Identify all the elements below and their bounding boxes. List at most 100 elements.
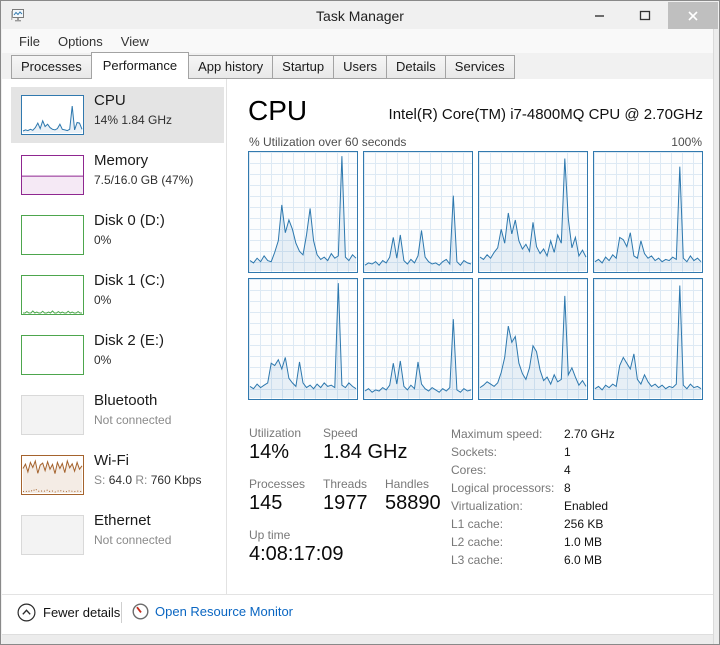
cpu-core-chart-3[interactable] — [593, 151, 703, 273]
sidebar-item-title: Disk 2 (E:) — [94, 332, 165, 349]
sidebar-item-title: Disk 0 (D:) — [94, 212, 165, 229]
uptime-value: 4:08:17:09 — [249, 543, 344, 565]
l1-cache-label: L1 cache: — [451, 517, 504, 531]
window-bottom-frame — [2, 634, 713, 644]
sidebar-item-subtitle: 7.5/16.0 GB (47%) — [94, 173, 194, 187]
sidebar-item-subtitle: Not connected — [94, 413, 172, 427]
sidebar-item-bluetooth[interactable]: Bluetooth Not connected — [11, 387, 224, 443]
sidebar-item-title: Ethernet — [94, 512, 151, 529]
threads-label: Threads — [323, 477, 368, 491]
sidebar-separator — [226, 79, 227, 594]
menu-bar: File Options View — [2, 29, 713, 53]
utilization-label: Utilization — [249, 426, 302, 440]
cpu-core-chart-1[interactable] — [363, 151, 473, 273]
sidebar-item-title: Memory — [94, 152, 149, 169]
cpu-core-chart-5[interactable] — [363, 278, 473, 400]
wifi-thumbnail-chart — [21, 455, 84, 495]
virtualization-value: Enabled — [564, 499, 609, 513]
cores-label: Cores: — [451, 463, 487, 477]
sockets-value: 1 — [564, 445, 571, 459]
sidebar-item-title: CPU — [94, 92, 126, 109]
handles-label: Handles — [385, 477, 430, 491]
threads-value: 1977 — [323, 492, 368, 514]
max-speed-label: Maximum speed: — [451, 427, 543, 441]
tab-app-history[interactable]: App history — [188, 55, 274, 79]
close-icon — [688, 10, 698, 21]
cpu-core-chart-2[interactable] — [478, 151, 588, 273]
logical-processors-value: 8 — [564, 481, 571, 495]
sidebar-item-cpu[interactable]: CPU 14% 1.84 GHz — [11, 87, 224, 143]
tab-strip: Processes Performance App history Startu… — [2, 52, 713, 79]
disk1-thumbnail-chart — [21, 275, 84, 315]
chart-caption: % Utilization over 60 seconds — [249, 135, 407, 149]
logical-processors-label: Logical processors: — [451, 481, 555, 495]
cpu-core-chart-6[interactable] — [478, 278, 588, 400]
sidebar-item-title: Wi-Fi — [94, 452, 129, 469]
minimize-button[interactable] — [576, 2, 622, 29]
l3-cache-label: L3 cache: — [451, 553, 504, 567]
speed-label: Speed — [323, 426, 358, 440]
menu-options[interactable]: Options — [57, 33, 103, 49]
menu-view[interactable]: View — [120, 33, 149, 49]
utilization-value: 14% — [249, 441, 290, 463]
sidebar-item-subtitle: Not connected — [94, 533, 172, 547]
sidebar-item-disk1[interactable]: Disk 1 (C:) 0% — [11, 267, 224, 323]
cpu-core-chart-0[interactable] — [248, 151, 358, 273]
cpu-thumbnail-chart — [21, 95, 84, 135]
speed-value: 1.84 GHz — [323, 441, 408, 463]
ethernet-thumbnail-chart — [21, 515, 84, 555]
sidebar-item-memory[interactable]: Memory 7.5/16.0 GB (47%) — [11, 147, 224, 203]
sidebar-item-subtitle: S: 64.0 R: 760 Kbps — [94, 473, 202, 487]
per-core-utilization-grid — [248, 151, 703, 400]
fewer-details-label: Fewer details — [43, 605, 121, 620]
l3-cache-value: 6.0 MB — [564, 553, 603, 567]
menu-file[interactable]: File — [19, 33, 40, 49]
sidebar-item-wifi[interactable]: Wi-Fi S: 64.0 R: 760 Kbps — [11, 447, 224, 503]
footer-separator — [121, 602, 122, 623]
sidebar-item-subtitle: 0% — [94, 353, 112, 367]
cpu-core-chart-4[interactable] — [248, 278, 358, 400]
open-resource-monitor-label: Open Resource Monitor — [155, 604, 294, 619]
uptime-label: Up time — [249, 528, 291, 542]
chart-max-label: 100% — [671, 135, 702, 149]
performance-sidebar: CPU 14% 1.84 GHz Memory 7.5/16.0 GB (47%… — [11, 87, 224, 567]
processes-label: Processes — [249, 477, 306, 491]
bluetooth-thumbnail-chart — [21, 395, 84, 435]
sidebar-item-subtitle: 0% — [94, 293, 112, 307]
maximize-button[interactable] — [622, 2, 668, 29]
tab-services[interactable]: Services — [444, 55, 515, 79]
resource-monitor-icon — [132, 603, 149, 620]
sidebar-item-ethernet[interactable]: Ethernet Not connected — [11, 507, 224, 563]
fewer-details-button[interactable]: Fewer details — [17, 603, 120, 622]
l1-cache-value: 256 KB — [564, 517, 604, 531]
title-bar[interactable]: Task Manager — [1, 1, 719, 29]
cpu-model-name: Intel(R) Core(TM) i7-4800MQ CPU @ 2.70GH… — [388, 106, 703, 123]
window-right-frame — [713, 29, 719, 644]
maximize-icon — [639, 10, 651, 21]
tab-performance[interactable]: Performance — [90, 52, 190, 79]
processes-value: 145 — [249, 492, 283, 514]
disk0-thumbnail-chart — [21, 215, 84, 255]
tab-startup[interactable]: Startup — [272, 55, 335, 79]
sidebar-item-title: Disk 1 (C:) — [94, 272, 165, 289]
task-manager-icon — [11, 9, 24, 22]
sidebar-item-disk2[interactable]: Disk 2 (E:) 0% — [11, 327, 224, 383]
sidebar-item-title: Bluetooth — [94, 392, 158, 409]
memory-thumbnail-chart — [21, 155, 84, 195]
close-button[interactable] — [668, 2, 718, 29]
l2-cache-value: 1.0 MB — [564, 535, 603, 549]
page-title: CPU — [248, 95, 308, 126]
max-speed-value: 2.70 GHz — [564, 427, 615, 441]
minimize-icon — [594, 15, 604, 17]
tab-users[interactable]: Users — [333, 55, 388, 79]
cores-value: 4 — [564, 463, 571, 477]
sidebar-item-subtitle: 0% — [94, 233, 112, 247]
cpu-core-chart-7[interactable] — [593, 278, 703, 400]
sockets-label: Sockets: — [451, 445, 498, 459]
tab-processes[interactable]: Processes — [11, 55, 92, 79]
sidebar-item-disk0[interactable]: Disk 0 (D:) 0% — [11, 207, 224, 263]
disk2-thumbnail-chart — [21, 335, 84, 375]
open-resource-monitor-link[interactable]: Open Resource Monitor — [132, 603, 293, 620]
tab-details[interactable]: Details — [386, 55, 446, 79]
chevron-up-icon — [17, 603, 36, 622]
